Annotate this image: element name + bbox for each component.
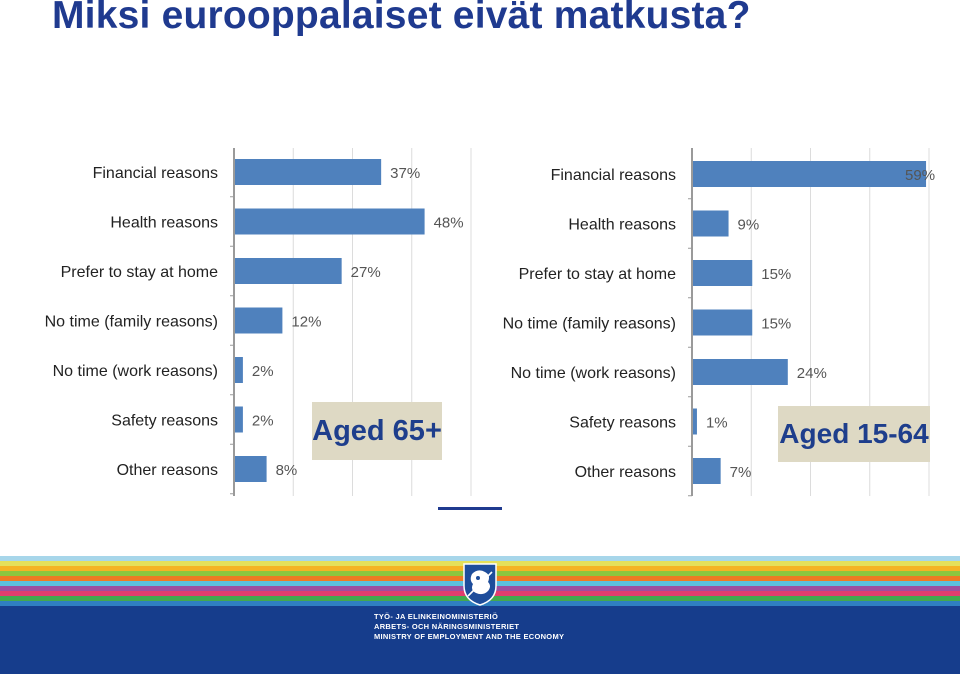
category-label-health-reasons: Health reasons [568, 217, 676, 234]
value-label-financial-reasons: 59% [905, 167, 935, 184]
value-label-prefer-to-stay-at-home: 15% [761, 266, 791, 283]
ministry-name: TYÖ- JA ELINKEINOMINISTERIÖ ARBETS- OCH … [374, 612, 604, 642]
value-label-no-time-work-reasons: 24% [797, 365, 827, 382]
category-label-prefer-to-stay-at-home: Prefer to stay at home [61, 264, 219, 281]
ministry-name-en: MINISTRY OF EMPLOYMENT AND THE ECONOMY [374, 632, 565, 641]
value-label-financial-reasons: 37% [390, 165, 420, 182]
value-label-health-reasons: 9% [738, 217, 760, 234]
category-label-no-time-work-reasons: No time (work reasons) [511, 365, 676, 382]
bar-other-reasons [693, 458, 721, 484]
category-label-financial-reasons: Financial reasons [551, 167, 676, 184]
value-label-safety-reasons: 1% [706, 415, 728, 432]
value-label-no-time-family-reasons: 12% [291, 314, 321, 331]
bar-financial-reasons [235, 159, 382, 185]
bar-other-reasons [235, 456, 267, 482]
category-label-no-time-family-reasons: No time (family reasons) [45, 314, 218, 331]
chart-aged-65-plus: Financial reasons 37% Health reasons 48% Pre… [0, 148, 480, 498]
ministry-name-sv: ARBETS- OCH NÄRINGSMINISTERIET [374, 622, 520, 631]
divider-line [438, 507, 502, 510]
ministry-name-fi: TYÖ- JA ELINKEINOMINISTERIÖ [374, 612, 499, 621]
bar-no-time-family-reasons [235, 307, 283, 334]
bar-financial-reasons [693, 161, 927, 187]
bar-safety-reasons [693, 408, 697, 435]
bar-safety-reasons [235, 406, 243, 433]
category-label-prefer-to-stay-at-home: Prefer to stay at home [519, 266, 677, 283]
category-label-other-reasons: Other reasons [117, 462, 218, 479]
category-label-no-time-family-reasons: No time (family reasons) [503, 316, 676, 333]
value-label-no-time-work-reasons: 2% [252, 363, 274, 380]
bar-health-reasons [235, 208, 425, 235]
category-label-safety-reasons: Safety reasons [569, 415, 676, 432]
value-label-prefer-to-stay-at-home: 27% [351, 264, 381, 281]
footer-band [0, 606, 960, 674]
chart-aged-15-64: Financial reasons 59% Health reasons 9% Pref… [480, 148, 960, 498]
category-label-other-reasons: Other reasons [575, 464, 676, 481]
value-label-other-reasons: 7% [730, 464, 752, 481]
chart-aged-15-64-svg: Financial reasons 59% Health reasons 9% Pref… [503, 148, 935, 497]
value-label-other-reasons: 8% [276, 462, 298, 479]
value-label-health-reasons: 48% [434, 215, 464, 232]
value-label-safety-reasons: 2% [252, 413, 274, 430]
chart-aged-65-plus-svg: Financial reasons 37% Health reasons 48% Pre… [45, 148, 472, 496]
age-badge-65-plus: Aged 65+ [312, 402, 442, 460]
footer: TYÖ- JA ELINKEINOMINISTERIÖ ARBETS- OCH … [0, 556, 960, 674]
lion-crest-icon [463, 563, 497, 606]
age-badge-15-64: Aged 15-64 [778, 406, 930, 462]
category-label-financial-reasons: Financial reasons [93, 165, 218, 182]
bar-no-time-work-reasons [235, 357, 243, 383]
category-label-health-reasons: Health reasons [110, 215, 218, 232]
bar-health-reasons [693, 210, 729, 237]
bar-no-time-work-reasons [693, 359, 788, 385]
bar-no-time-family-reasons [693, 309, 753, 336]
bar-prefer-to-stay-at-home [235, 258, 342, 284]
category-label-safety-reasons: Safety reasons [111, 413, 218, 430]
footer-stripe [0, 556, 960, 562]
category-label-no-time-work-reasons: No time (work reasons) [53, 363, 218, 380]
slide-title: Miksi eurooppalaiset eivät matkusta? [52, 0, 751, 37]
bar-prefer-to-stay-at-home [693, 260, 753, 286]
value-label-no-time-family-reasons: 15% [761, 316, 791, 333]
